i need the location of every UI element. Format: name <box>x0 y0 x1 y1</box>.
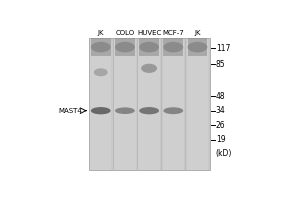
Text: 26: 26 <box>216 121 226 130</box>
Ellipse shape <box>139 42 159 52</box>
Bar <box>187 39 208 170</box>
Bar <box>90 39 111 170</box>
Ellipse shape <box>141 64 157 73</box>
Text: MCF-7: MCF-7 <box>162 30 184 36</box>
Text: HUVEC: HUVEC <box>137 30 161 36</box>
Text: JK: JK <box>194 30 201 36</box>
Text: JK: JK <box>98 30 104 36</box>
Ellipse shape <box>115 107 135 114</box>
Bar <box>139 39 160 170</box>
Ellipse shape <box>188 42 207 52</box>
Bar <box>163 39 184 170</box>
Ellipse shape <box>115 42 135 52</box>
Bar <box>89 38 210 170</box>
Text: 48: 48 <box>216 92 226 101</box>
Bar <box>188 38 207 56</box>
Ellipse shape <box>164 42 183 52</box>
Ellipse shape <box>94 68 108 76</box>
Bar <box>114 39 136 170</box>
Text: 117: 117 <box>216 44 230 53</box>
Bar <box>115 38 135 56</box>
Text: 34: 34 <box>216 106 226 115</box>
Text: COLO: COLO <box>116 30 134 36</box>
Ellipse shape <box>91 42 111 52</box>
Ellipse shape <box>139 107 159 114</box>
Bar <box>139 38 159 56</box>
Bar <box>164 38 183 56</box>
Ellipse shape <box>91 107 111 114</box>
Text: 19: 19 <box>216 135 226 144</box>
Bar <box>91 38 111 56</box>
Text: (kD): (kD) <box>216 149 232 158</box>
Text: MAST4: MAST4 <box>58 108 82 114</box>
Ellipse shape <box>164 107 183 114</box>
Text: 85: 85 <box>216 60 226 69</box>
